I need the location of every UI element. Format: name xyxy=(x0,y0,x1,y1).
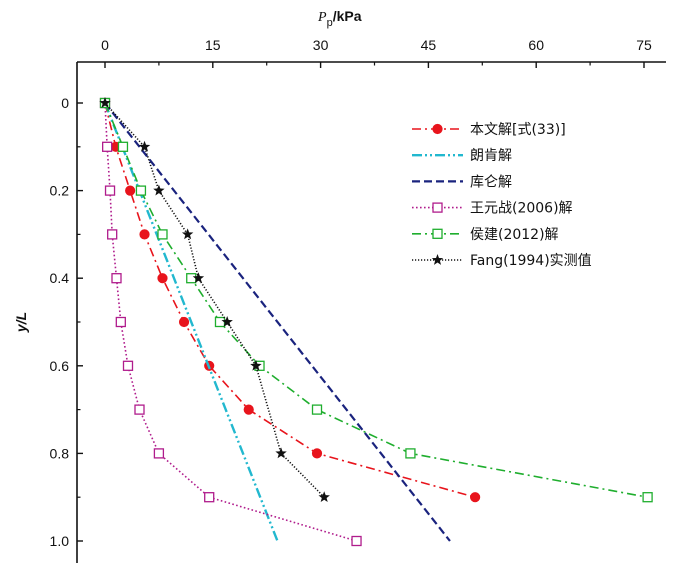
y-tick-label: 0.6 xyxy=(50,358,70,374)
legend-marker xyxy=(432,123,443,135)
data-point xyxy=(311,404,323,415)
legend-label: 侯建(2012)解 xyxy=(470,227,559,243)
legend-label: 王元战(2006)解 xyxy=(470,201,573,217)
series-4 xyxy=(104,102,648,498)
data-point xyxy=(318,491,330,503)
series-3 xyxy=(104,102,357,542)
data-point xyxy=(192,272,205,284)
x-tick-label: 30 xyxy=(313,37,329,53)
series-0 xyxy=(104,102,476,498)
data-point xyxy=(99,97,111,108)
legend-label: 库仑解 xyxy=(470,174,512,190)
data-point xyxy=(125,185,136,196)
data-point xyxy=(243,404,254,415)
data-point xyxy=(117,141,129,152)
series-line xyxy=(104,102,357,542)
data-point xyxy=(181,228,194,240)
data-point xyxy=(153,448,165,459)
legend-label: Fang(1994)实测值 xyxy=(470,253,592,269)
y-tick-label: 1.0 xyxy=(50,533,70,549)
x-tick-label: 60 xyxy=(528,37,544,53)
data-point xyxy=(102,141,113,152)
legend-label: 本文解[式(33)] xyxy=(470,122,566,138)
legend-marker xyxy=(432,202,443,213)
x-tick-label: 15 xyxy=(205,37,221,53)
data-point xyxy=(311,448,323,459)
data-point xyxy=(107,229,118,240)
x-tick-label: 75 xyxy=(636,37,652,53)
y-tick-label: 0.2 xyxy=(50,183,70,199)
data-point xyxy=(178,316,190,328)
series-line xyxy=(103,102,279,542)
data-point xyxy=(250,359,262,371)
series-1 xyxy=(103,102,279,542)
data-point xyxy=(204,492,215,503)
data-point xyxy=(470,492,481,503)
x-tick-label: 0 xyxy=(101,37,109,53)
data-point xyxy=(138,140,151,152)
x-tick-label: 45 xyxy=(421,37,437,53)
series-5 xyxy=(104,102,325,498)
data-point xyxy=(157,273,168,284)
series-line xyxy=(104,102,476,498)
y-tick-label: 0.8 xyxy=(50,445,70,461)
legend-marker xyxy=(432,228,443,239)
series-line xyxy=(104,102,451,542)
data-point xyxy=(157,229,168,240)
data-point xyxy=(104,185,116,196)
data-point xyxy=(221,316,233,327)
y-tick-label: 0 xyxy=(61,95,69,111)
data-point xyxy=(111,273,122,284)
x-axis-label: Pp/kPa xyxy=(317,8,362,29)
data-point xyxy=(134,404,145,415)
data-point xyxy=(275,447,287,459)
data-point xyxy=(122,360,134,371)
data-point xyxy=(153,184,165,196)
legend-label: 朗肯解 xyxy=(470,148,512,164)
series-2 xyxy=(104,102,451,542)
y-tick-label: 0.4 xyxy=(50,270,70,286)
series-line xyxy=(104,102,325,498)
data-point xyxy=(135,185,147,196)
data-point xyxy=(214,316,226,328)
series-line xyxy=(104,102,648,498)
data-point xyxy=(139,229,150,240)
data-point xyxy=(351,535,362,547)
y-axis-label: y/L xyxy=(13,312,29,333)
data-point xyxy=(405,448,416,459)
data-point xyxy=(642,492,653,503)
data-point xyxy=(186,273,197,284)
legend-marker xyxy=(431,254,444,265)
data-point xyxy=(115,316,126,328)
